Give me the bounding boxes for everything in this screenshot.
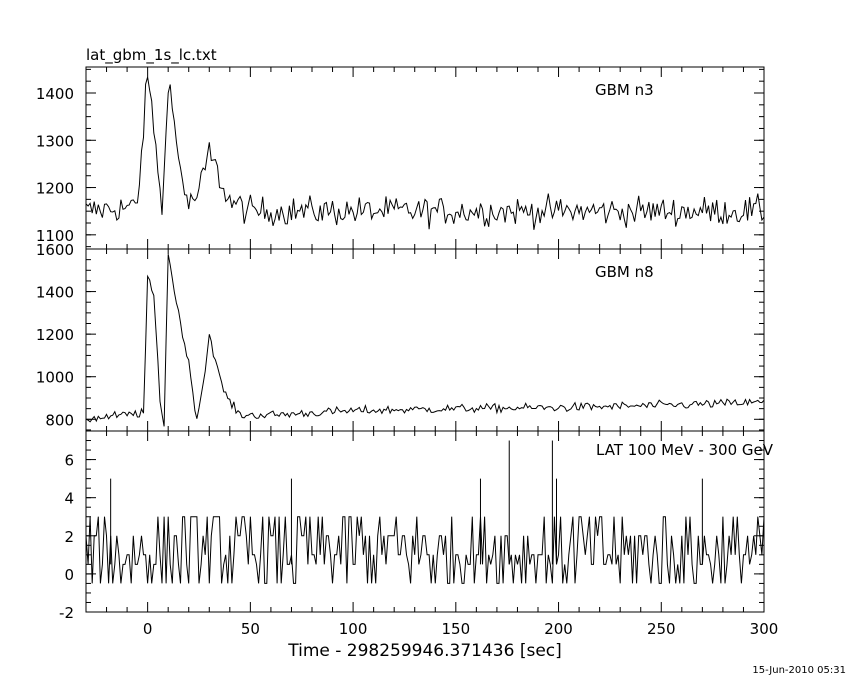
y-tick-label: 1400 — [36, 284, 74, 302]
y-tick-label: 800 — [45, 411, 74, 429]
series-line-gbm-n8 — [85, 254, 765, 427]
x-tick-label: 100 — [339, 620, 368, 638]
y-tick-label: 1600 — [36, 241, 74, 259]
x-tick-label: 200 — [544, 620, 573, 638]
panel-frame-lat — [85, 430, 765, 613]
y-tick-label: 1400 — [36, 85, 74, 103]
series-line-gbm-n3 — [85, 76, 765, 230]
y-tick-label: -2 — [59, 604, 74, 622]
y-tick-label: 1000 — [36, 369, 74, 387]
y-tick-label: 1200 — [36, 326, 74, 344]
panel-label-gbm-n3: GBM n3 — [595, 81, 654, 99]
x-tick-label: 50 — [241, 620, 260, 638]
panel-lat: LAT 100 MeV - 300 GeV -2 0 2 4 6 0 50 100 150 20… — [59, 430, 779, 638]
y-tick-label: 6 — [64, 452, 74, 470]
y-tick-label: 0 — [64, 566, 74, 584]
x-tick-label: 300 — [750, 620, 779, 638]
panel-frame-gbm-n8 — [85, 248, 765, 432]
series-line-lat — [85, 516, 765, 584]
panel-gbm-n3: GBM n3 1100 1200 1300 1400 — [36, 66, 765, 250]
panel-frame-gbm-n3 — [85, 66, 765, 250]
y-tick-label: 4 — [64, 490, 74, 508]
x-tick-label: 250 — [647, 620, 676, 638]
timestamp: 15-Jun-2010 05:31 — [752, 665, 846, 676]
panel-label-gbm-n8: GBM n8 — [595, 263, 654, 281]
y-tick-label: 2 — [64, 528, 74, 546]
y-tick-label: 1200 — [36, 180, 74, 198]
panel-gbm-n8: GBM n8 800 1000 1200 1400 1600 — [36, 241, 765, 432]
file-title: lat_gbm_1s_lc.txt — [86, 46, 217, 65]
x-tick-label: 150 — [441, 620, 470, 638]
panel-label-lat: LAT 100 MeV - 300 GeV — [596, 441, 774, 459]
y-tick-label: 1300 — [36, 132, 74, 150]
y-tick-label: 1100 — [36, 227, 74, 245]
x-tick-label: 0 — [143, 620, 153, 638]
x-axis-label: Time - 298259946.371436 [sec] — [287, 641, 562, 661]
